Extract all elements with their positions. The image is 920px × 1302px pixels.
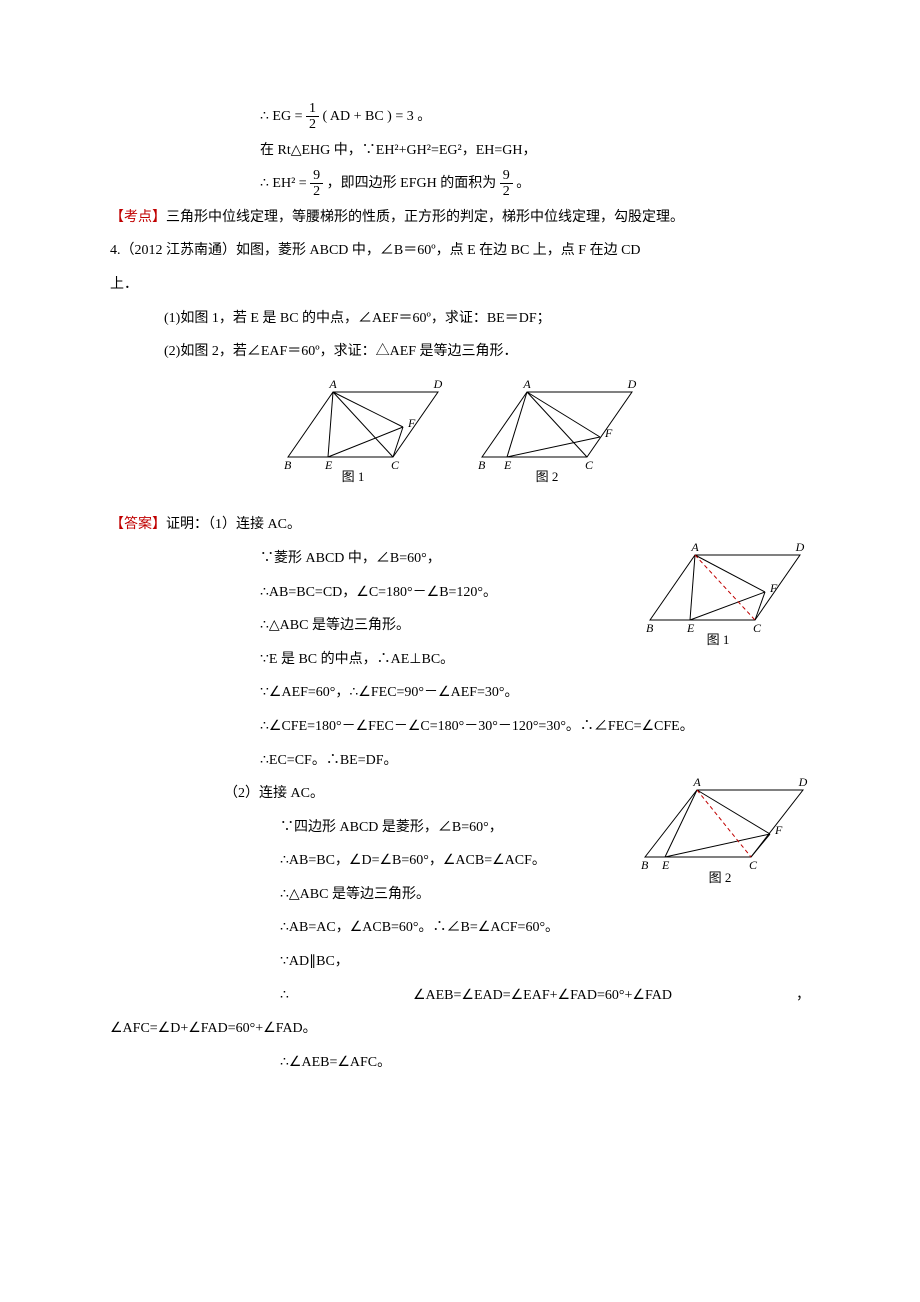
- figure-2-top: A D B E C F 图 2: [472, 377, 642, 487]
- svg-text:B: B: [646, 621, 654, 635]
- answer-head-line: 【答案】证明：（1）连接 AC。: [110, 508, 810, 542]
- svg-text:F: F: [774, 823, 783, 837]
- frac-half: 12: [306, 101, 319, 133]
- svg-text:图 2: 图 2: [709, 870, 732, 885]
- proof1-line5: ∵∠AEF=60°，∴∠FEC=90°－∠AEF=30°。: [110, 676, 810, 710]
- svg-text:图 1: 图 1: [342, 469, 365, 484]
- equation-rt-ehg: 在 Rt△EHG 中，∵EH²+GH²=EG²，EH=GH，: [110, 134, 810, 168]
- frac-9-2a: 92: [310, 168, 323, 200]
- kaodian-text: 三角形中位线定理，等腰梯形的性质，正方形的判定，梯形中位线定理，勾股定理。: [166, 210, 684, 225]
- q4-sub2: (2)如图 2，若∠EAF＝60º，求证：△AEF 是等边三角形．: [110, 335, 810, 369]
- eq3-pre: ∴ EH² =: [260, 176, 310, 191]
- svg-text:E: E: [324, 458, 333, 472]
- svg-text:B: B: [478, 458, 486, 472]
- q4-stem-line1: 4.（2012 江苏南通）如图，菱形 ABCD 中，∠B＝60º，点 E 在边 …: [110, 234, 810, 268]
- eq3-mid: ，即四边形 EFGH 的面积为: [327, 176, 497, 191]
- svg-text:B: B: [284, 458, 292, 472]
- eq1-pre: ∴ EG =: [260, 109, 306, 124]
- svg-text:A: A: [690, 542, 699, 554]
- svg-text:F: F: [604, 426, 613, 440]
- svg-text:D: D: [433, 377, 443, 391]
- kaodian-line: 【考点】三角形中位线定理，等腰梯形的性质，正方形的判定，梯形中位线定理，勾股定理…: [110, 201, 810, 235]
- svg-text:E: E: [503, 458, 512, 472]
- figure-2-right: A D B E C F 图 2: [635, 777, 810, 901]
- svg-text:B: B: [641, 858, 649, 872]
- eq1-post: ( AD + BC ) = 3 。: [322, 109, 431, 124]
- svg-text:F: F: [769, 581, 778, 595]
- figure-row-top: A D B E C F 图 1 A D B E C F 图 2: [110, 377, 810, 501]
- p13-b: ，: [796, 988, 810, 1003]
- svg-text:E: E: [661, 858, 670, 872]
- svg-text:F: F: [407, 416, 416, 430]
- proof1-line7: ∴EC=CF。∴BE=DF。: [110, 744, 810, 778]
- svg-text:A: A: [329, 377, 338, 391]
- svg-text:C: C: [391, 458, 400, 472]
- figure-1-top: A D B E C F 图 1: [278, 377, 448, 487]
- svg-text:E: E: [686, 621, 695, 635]
- svg-text:D: D: [795, 542, 805, 554]
- svg-text:D: D: [626, 377, 636, 391]
- svg-text:C: C: [585, 458, 594, 472]
- kaodian-label: 【考点】: [110, 210, 166, 225]
- svg-text:C: C: [753, 621, 762, 635]
- answer-label: 【答案】: [110, 517, 166, 532]
- p13-a: ∴ ∠AEB=∠EAD=∠EAF+∠FAD=60°+∠FAD: [280, 988, 672, 1003]
- svg-text:D: D: [798, 777, 808, 789]
- proof2-line5: ∵AD∥BC，: [110, 945, 810, 979]
- equation-eh-sq: ∴ EH² = 92 ，即四边形 EFGH 的面积为 92 。: [110, 167, 810, 201]
- equation-eg: ∴ EG = 12 ( AD + BC ) = 3 。: [110, 100, 810, 134]
- proof2-line6: ∴ ∠AEB=∠EAD=∠EAF+∠FAD=60°+∠FAD ，: [110, 979, 810, 1013]
- svg-text:A: A: [692, 777, 701, 789]
- eq3-post: 。: [516, 176, 530, 191]
- frac-9-2b: 92: [500, 168, 513, 200]
- answer-head: 证明：（1）连接 AC。: [166, 517, 301, 532]
- q4-stem-line2: 上．: [110, 268, 810, 302]
- svg-text:图 2: 图 2: [535, 469, 558, 484]
- svg-text:A: A: [522, 377, 531, 391]
- proof2-line8: ∴∠AEB=∠AFC。: [110, 1046, 810, 1080]
- proof2-line7: ∠AFC=∠D+∠FAD=60°+∠FAD。: [110, 1012, 810, 1046]
- figure-1-right: A D B E C F 图 1: [640, 542, 810, 661]
- svg-text:图 1: 图 1: [707, 632, 730, 647]
- q4-sub1: (1)如图 1，若 E 是 BC 的中点，∠AEF＝60º，求证：BE＝DF；: [110, 302, 810, 336]
- proof2-line4: ∴AB=AC，∠ACB=60°。∴∠B=∠ACF=60°。: [110, 911, 810, 945]
- svg-text:C: C: [749, 858, 758, 872]
- proof1-line6: ∴∠CFE=180°－∠FEC－∠C=180°－30°－120°=30°。∴∠F…: [110, 710, 810, 744]
